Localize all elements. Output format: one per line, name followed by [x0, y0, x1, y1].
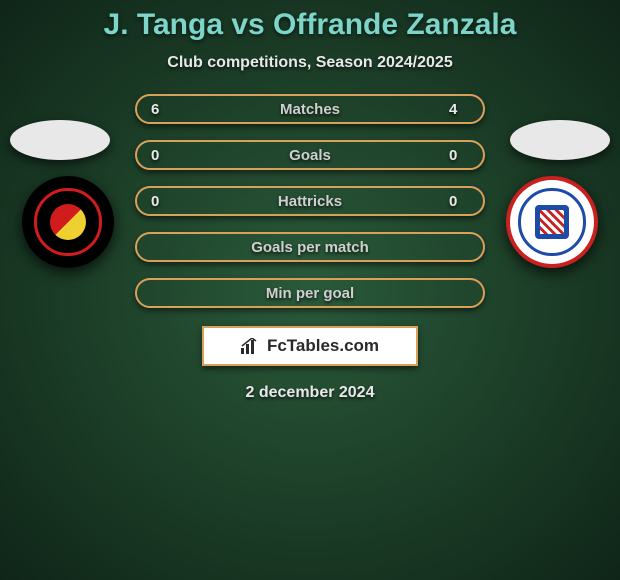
stat-left-value: 6: [151, 101, 171, 118]
stat-right-value: 0: [449, 193, 469, 210]
stat-row-hattricks: 0 Hattricks 0: [135, 186, 485, 216]
stat-right-value: 0: [449, 147, 469, 164]
stats-rows: 6 Matches 4 0 Goals 0 0 Hattricks 0 Goal…: [0, 94, 620, 308]
stat-label: Goals per match: [171, 239, 449, 256]
stat-label: Hattricks: [171, 193, 449, 210]
stat-row-goals-per-match: Goals per match: [135, 232, 485, 262]
subtitle: Club competitions, Season 2024/2025: [167, 54, 452, 72]
page-title: J. Tanga vs Offrande Zanzala: [104, 8, 517, 42]
stat-label: Matches: [171, 101, 449, 118]
stat-left-value: 0: [151, 147, 171, 164]
comparison-card: J. Tanga vs Offrande Zanzala Club compet…: [0, 0, 620, 402]
brand-text: FcTables.com: [267, 336, 379, 356]
stat-label: Min per goal: [171, 285, 449, 302]
stat-left-value: 0: [151, 193, 171, 210]
stat-row-min-per-goal: Min per goal: [135, 278, 485, 308]
stat-right-value: 4: [449, 101, 469, 118]
brand-box: FcTables.com: [202, 326, 418, 366]
stat-row-goals: 0 Goals 0: [135, 140, 485, 170]
chart-icon: [241, 338, 261, 354]
date-text: 2 december 2024: [246, 384, 375, 402]
stat-label: Goals: [171, 147, 449, 164]
stat-row-matches: 6 Matches 4: [135, 94, 485, 124]
